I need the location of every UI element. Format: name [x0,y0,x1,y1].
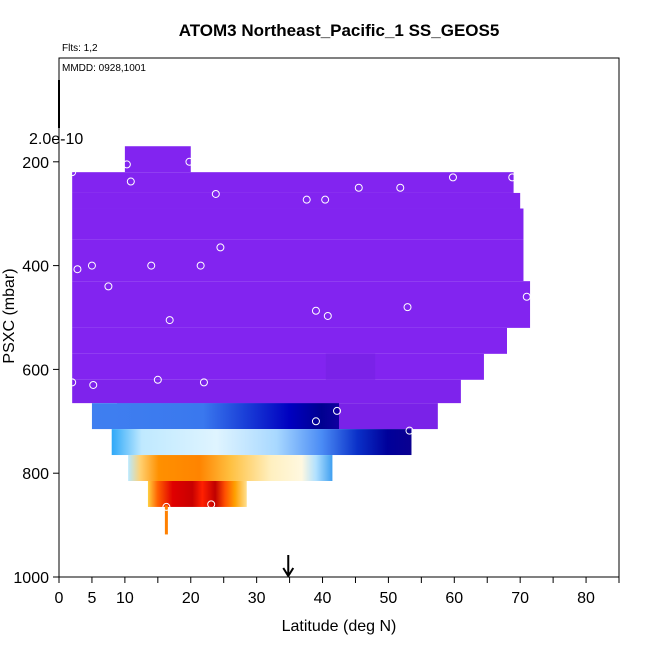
observation-marker [147,261,156,270]
x-tick-label: 10 [116,590,134,607]
x-tick-label: 70 [511,590,529,607]
y-tick-label: 400 [22,259,49,276]
x-tick-label: 0 [55,590,64,607]
heatmap-band [128,455,333,481]
x-axis-title: Latitude (deg N) [282,618,397,635]
observation-marker [333,406,342,415]
x-tick-label: 80 [577,590,595,607]
chart-title: ATOM3 Northeast_Pacific_1 SS_GEOS5 [179,21,500,40]
observation-marker [396,183,405,192]
observation-marker [68,168,77,177]
y-tick-label: 800 [22,466,49,483]
heatmap-cell [72,379,461,404]
heatmap-cell [72,239,524,282]
observation-marker [122,160,131,169]
x-tick-label: 50 [380,590,398,607]
observation-marker [165,316,174,325]
observation-marker [302,195,311,204]
heatmap-cell [72,281,531,328]
observation-marker [354,183,363,192]
observation-marker [311,306,320,315]
observation-marker [311,417,320,426]
y-axis-title: PSXC (mbar) [1,268,18,363]
observation-marker [68,378,77,387]
x-tick-label: 20 [182,590,200,607]
observation-markers [55,157,531,511]
observation-marker [153,375,162,384]
dates-label: MMDD: 0928,1001 [62,63,146,74]
y-tick-label: 1000 [13,570,49,587]
flights-label: Flts: 1,2 [62,43,98,54]
observation-marker [185,157,194,166]
heatmap-cell [124,146,191,173]
observation-marker [216,243,225,252]
observation-marker [199,378,208,387]
observation-marker [321,195,330,204]
x-tick-label: 5 [87,590,96,607]
observation-marker [405,426,414,435]
observation-marker [196,261,205,270]
x-tick-label: 40 [314,590,332,607]
heatmap-band [111,429,412,456]
x-tick-label: 30 [248,590,266,607]
heatmap-cell [72,353,484,380]
heatmap-cell [72,172,514,193]
observation-marker [207,500,216,509]
observation-marker [448,173,457,182]
heatmap-cell [72,208,524,240]
scale-label: 2.0e-10 [29,131,83,148]
observation-marker [211,189,220,198]
heatmap-band [91,403,339,430]
heatmap-cells [72,146,531,535]
heatmap-cell [72,192,521,209]
observation-marker [522,292,531,301]
heatmap-cell [72,327,508,354]
observation-marker [162,502,171,511]
heatmap-cell [325,353,376,380]
latitude-arrow [282,555,295,578]
observation-marker [104,282,113,291]
observation-marker [403,303,412,312]
heatmap-band [147,480,247,507]
observation-marker [508,173,517,182]
observation-marker [89,380,98,389]
observation-marker [87,261,96,270]
x-tick-label: 60 [445,590,463,607]
observation-marker [126,177,135,186]
plot-frame [58,57,620,578]
y-tick-label: 600 [22,362,49,379]
observation-marker [73,265,82,274]
observation-marker [323,311,332,320]
axes: 0 5 10 20 30 40 50 60 70 80 200 400 600 800 1000 [13,80,620,607]
y-tick-label: 200 [22,155,49,172]
